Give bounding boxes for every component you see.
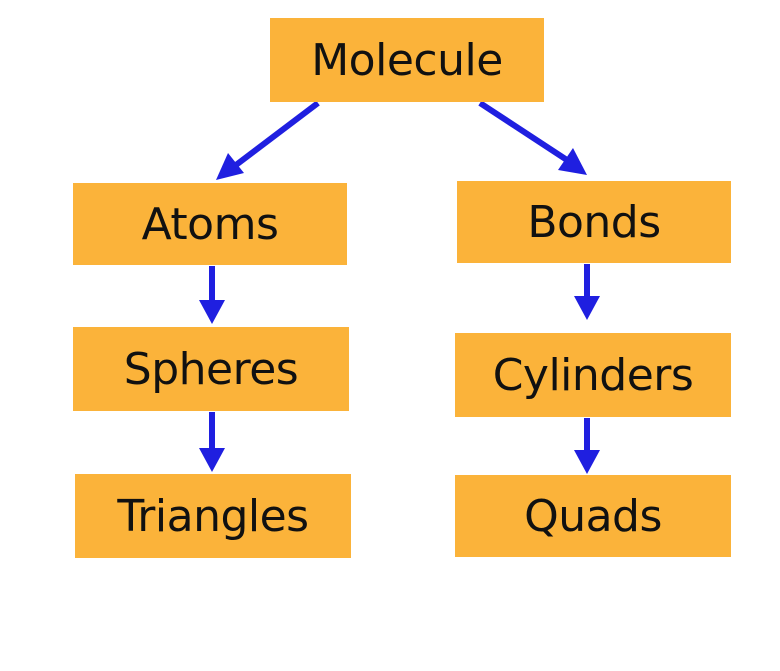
node-bonds: Bonds [457,181,731,263]
node-triangles-label: Triangles [117,490,309,542]
node-quads-label: Quads [524,490,662,542]
node-quads: Quads [455,475,731,557]
node-bonds-label: Bonds [527,196,661,248]
arrow-cylinders-to-quads [574,418,600,474]
arrow-molecule-to-atoms [216,100,320,180]
node-cylinders-label: Cylinders [492,349,694,401]
node-cylinders: Cylinders [455,333,731,417]
arrow-molecule-to-bonds [478,100,587,175]
node-molecule: Molecule [270,18,544,102]
node-molecule-label: Molecule [311,34,503,86]
arrow-spheres-to-triangles [199,412,225,472]
node-triangles: Triangles [75,474,351,558]
node-atoms: Atoms [73,183,347,265]
node-spheres: Spheres [73,327,349,411]
arrow-bonds-to-cylinders [574,264,600,320]
node-spheres-label: Spheres [123,343,299,395]
node-atoms-label: Atoms [141,198,279,250]
arrow-atoms-to-spheres [199,266,225,324]
